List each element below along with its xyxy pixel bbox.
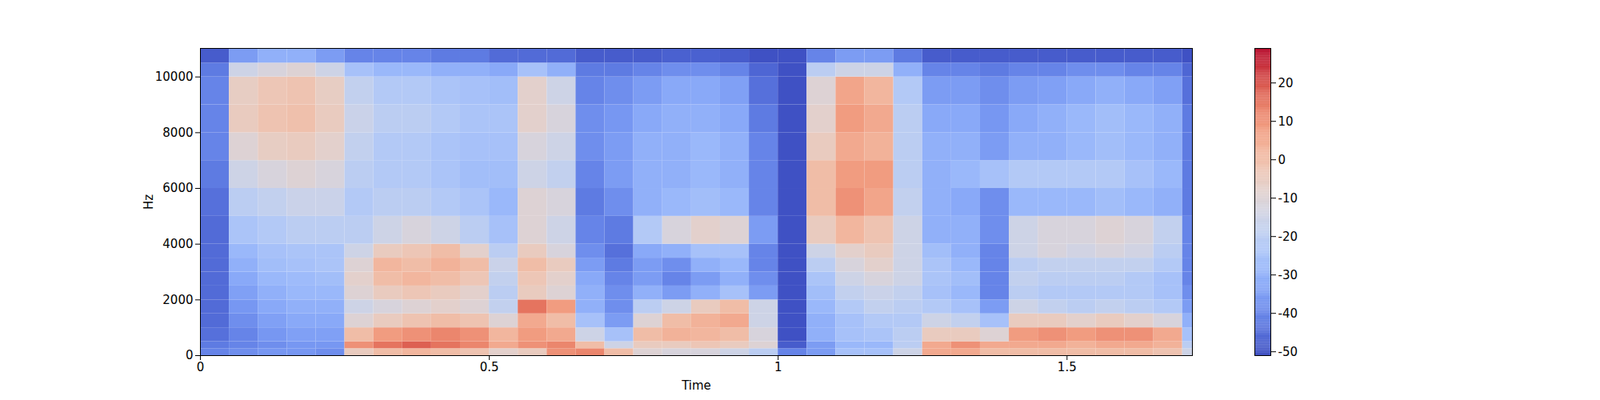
svg-text:1: 1 bbox=[774, 360, 783, 375]
svg-text:10: 10 bbox=[1278, 114, 1294, 129]
svg-text:2000: 2000 bbox=[162, 292, 193, 308]
svg-text:-50: -50 bbox=[1278, 344, 1299, 360]
svg-text:0: 0 bbox=[185, 348, 194, 363]
svg-text:20: 20 bbox=[1278, 76, 1294, 91]
svg-text:0.5: 0.5 bbox=[480, 360, 500, 375]
svg-text:-40: -40 bbox=[1278, 306, 1299, 321]
svg-text:0: 0 bbox=[1278, 152, 1287, 168]
svg-text:-10: -10 bbox=[1278, 191, 1299, 206]
svg-text:1.5: 1.5 bbox=[1057, 360, 1077, 375]
svg-text:Time: Time bbox=[680, 378, 712, 393]
svg-text:4000: 4000 bbox=[162, 236, 193, 252]
svg-text:10000: 10000 bbox=[155, 69, 194, 84]
svg-text:6000: 6000 bbox=[162, 180, 193, 196]
svg-text:-20: -20 bbox=[1278, 229, 1299, 244]
svg-text:0: 0 bbox=[196, 360, 205, 375]
svg-text:Hz: Hz bbox=[141, 194, 156, 210]
svg-text:8000: 8000 bbox=[162, 125, 193, 140]
svg-text:-30: -30 bbox=[1278, 268, 1299, 283]
